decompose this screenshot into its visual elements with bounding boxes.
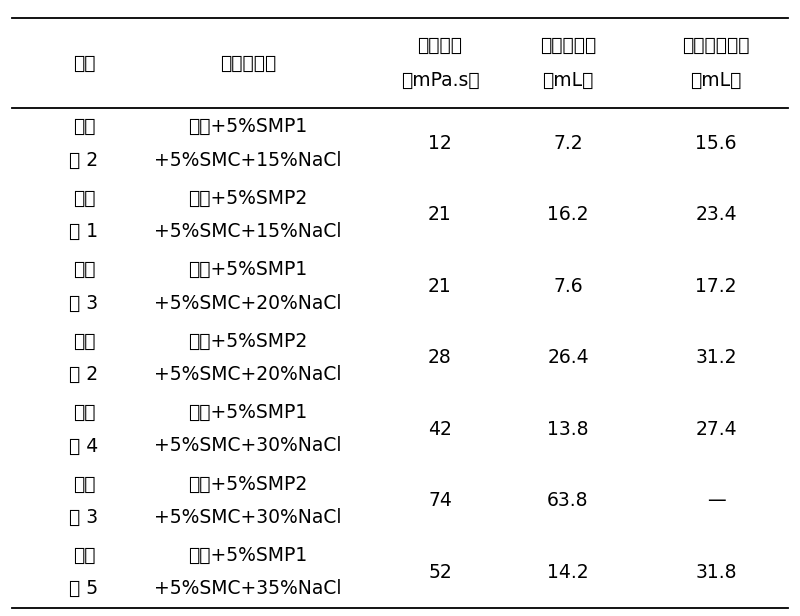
Text: 7.2: 7.2 <box>553 134 583 153</box>
Text: 高温高压滤失: 高温高压滤失 <box>682 36 750 55</box>
Text: 基浆+5%SMP1: 基浆+5%SMP1 <box>188 261 308 279</box>
Text: +5%SMC+15%NaCl: +5%SMC+15%NaCl <box>154 222 342 241</box>
Text: 基浆+5%SMP1: 基浆+5%SMP1 <box>188 546 308 565</box>
Text: 7.6: 7.6 <box>553 277 583 296</box>
Text: 28: 28 <box>428 349 452 367</box>
Text: +5%SMC+15%NaCl: +5%SMC+15%NaCl <box>154 151 342 169</box>
Text: 例 2: 例 2 <box>70 365 98 384</box>
Text: 74: 74 <box>428 492 452 510</box>
Text: 基浆+5%SMP1: 基浆+5%SMP1 <box>188 118 308 136</box>
Text: 15.6: 15.6 <box>695 134 737 153</box>
Text: +5%SMC+35%NaCl: +5%SMC+35%NaCl <box>154 580 342 598</box>
Text: （mL）: （mL） <box>690 71 742 90</box>
Text: 31.8: 31.8 <box>695 563 737 582</box>
Text: 钻井液配方: 钻井液配方 <box>220 54 276 73</box>
Text: 31.2: 31.2 <box>695 349 737 367</box>
Text: 26.4: 26.4 <box>547 349 589 367</box>
Text: （mPa.s）: （mPa.s） <box>401 71 479 90</box>
Text: 实施: 实施 <box>73 261 95 279</box>
Text: 16.2: 16.2 <box>547 206 589 224</box>
Text: 比较: 比较 <box>73 189 95 208</box>
Text: +5%SMC+30%NaCl: +5%SMC+30%NaCl <box>154 437 342 455</box>
Text: +5%SMC+20%NaCl: +5%SMC+20%NaCl <box>154 365 342 384</box>
Text: 例 5: 例 5 <box>70 580 98 598</box>
Text: 例 3: 例 3 <box>70 508 98 527</box>
Text: 实施: 实施 <box>73 546 95 565</box>
Text: 42: 42 <box>428 420 452 439</box>
Text: +5%SMC+20%NaCl: +5%SMC+20%NaCl <box>154 294 342 312</box>
Text: 实施: 实施 <box>73 118 95 136</box>
Text: 例 3: 例 3 <box>70 294 98 312</box>
Text: —: — <box>706 492 726 510</box>
Text: 项目: 项目 <box>73 54 95 73</box>
Text: 63.8: 63.8 <box>547 492 589 510</box>
Text: （mL）: （mL） <box>542 71 594 90</box>
Text: 基浆+5%SMP2: 基浆+5%SMP2 <box>188 332 308 351</box>
Text: 21: 21 <box>428 206 452 224</box>
Text: 17.2: 17.2 <box>695 277 737 296</box>
Text: 例 4: 例 4 <box>70 437 98 455</box>
Text: 比较: 比较 <box>73 332 95 351</box>
Text: 基浆+5%SMP2: 基浆+5%SMP2 <box>188 475 308 493</box>
Text: 52: 52 <box>428 563 452 582</box>
Text: 比较: 比较 <box>73 475 95 493</box>
Text: 12: 12 <box>428 134 452 153</box>
Text: +5%SMC+30%NaCl: +5%SMC+30%NaCl <box>154 508 342 527</box>
Text: 实施: 实施 <box>73 403 95 422</box>
Text: 基浆+5%SMP1: 基浆+5%SMP1 <box>188 403 308 422</box>
Text: 基浆+5%SMP2: 基浆+5%SMP2 <box>188 189 308 208</box>
Text: 例 2: 例 2 <box>70 151 98 169</box>
Text: 14.2: 14.2 <box>547 563 589 582</box>
Text: 13.8: 13.8 <box>547 420 589 439</box>
Text: 中压滤失量: 中压滤失量 <box>540 36 596 55</box>
Text: 表观粘度: 表观粘度 <box>418 36 462 55</box>
Text: 例 1: 例 1 <box>70 222 98 241</box>
Text: 23.4: 23.4 <box>695 206 737 224</box>
Text: 21: 21 <box>428 277 452 296</box>
Text: 27.4: 27.4 <box>695 420 737 439</box>
